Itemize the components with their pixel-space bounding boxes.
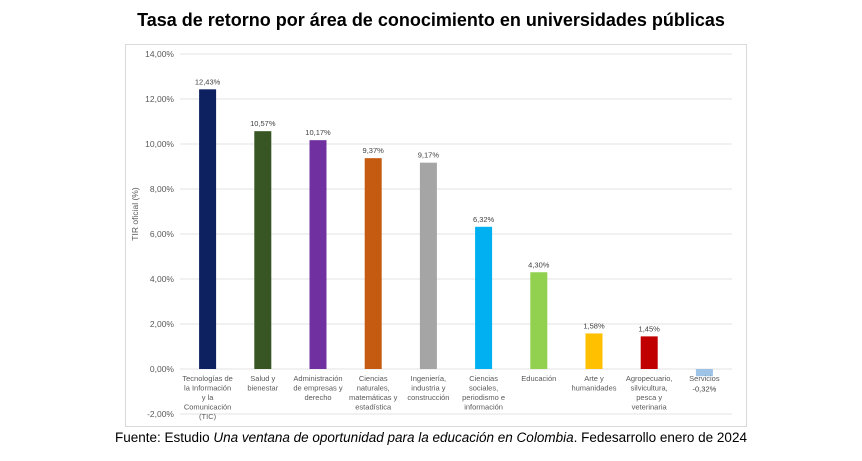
bar (530, 272, 548, 369)
data-label: 6,32% (473, 215, 495, 224)
data-label: 10,17% (305, 128, 331, 137)
source-note: Fuente: Estudio Una ventana de oportunid… (0, 430, 862, 445)
data-label: 9,37% (363, 146, 385, 155)
bar (254, 131, 272, 369)
bar (475, 226, 493, 369)
y-tick-label: 14,00% (145, 49, 174, 59)
y-tick-label: 0,00% (150, 364, 175, 374)
bar (419, 162, 437, 369)
x-tick-label: naturales, (357, 384, 390, 393)
source-suffix: . Fedesarrollo enero de 2024 (573, 430, 747, 445)
bar (695, 369, 713, 377)
x-tick-label: Arte y (584, 374, 604, 383)
y-tick-label: 12,00% (145, 94, 174, 104)
source-prefix: Fuente: Estudio (115, 430, 214, 445)
y-tick-label: -2,00% (147, 409, 174, 419)
y-tick-label: 10,00% (145, 139, 174, 149)
x-tick-label: derecho (304, 393, 331, 402)
x-tick-label: la Información (184, 384, 231, 393)
x-tick-label: Educación (521, 374, 556, 383)
x-tick-label: veterinaria (632, 403, 668, 412)
y-tick-label: 2,00% (150, 319, 175, 329)
source-title: Una ventana de oportunidad para la educa… (213, 430, 574, 445)
x-tick-label: sociales, (469, 384, 498, 393)
x-tick-label: humanidades (571, 384, 616, 393)
x-tick-label: estadística (355, 403, 392, 412)
bar (309, 140, 327, 369)
x-tick-label: Servicios (689, 374, 720, 383)
x-tick-label: y la (202, 393, 215, 402)
data-label: 9,17% (418, 151, 440, 160)
x-tick-label: Salud y (250, 374, 275, 383)
x-tick-label: silvicultura, (631, 384, 668, 393)
y-axis-label: TIR oficial (%) (130, 187, 140, 241)
y-tick-label: 4,00% (150, 274, 175, 284)
x-tick-label: matemáticas y (349, 393, 398, 402)
y-tick-label: 6,00% (150, 229, 175, 239)
bar (199, 89, 217, 369)
bar (364, 158, 382, 369)
x-tick-label: Administración (293, 374, 342, 383)
x-tick-label: Ciencias (469, 374, 498, 383)
x-tick-label: de empresas y (293, 384, 342, 393)
x-tick-label: Ingeniería, (411, 374, 446, 383)
x-tick-label: información (464, 403, 503, 412)
y-tick-label: 8,00% (150, 184, 175, 194)
x-tick-label: industria y (411, 384, 445, 393)
data-label: -0,32% (693, 385, 717, 394)
data-label: 12,43% (195, 77, 221, 86)
x-tick-label: periodismo e (462, 393, 505, 402)
x-tick-label: pesca y (636, 393, 662, 402)
data-label: 4,30% (528, 260, 550, 269)
bar (585, 333, 603, 369)
x-tick-label: bienestar (247, 384, 278, 393)
data-label: 1,58% (583, 321, 605, 330)
data-label: 1,45% (639, 324, 661, 333)
x-tick-label: (TIC) (199, 412, 217, 421)
x-tick-label: Agropecuario, (626, 374, 673, 383)
chart-title: Tasa de retorno por área de conocimiento… (137, 10, 725, 30)
bar (640, 336, 658, 369)
x-tick-label: Ciencias (359, 374, 388, 383)
x-tick-label: Comunicación (184, 403, 232, 412)
x-tick-label: construcción (407, 393, 449, 402)
data-label: 10,57% (250, 119, 276, 128)
x-tick-label: Tecnologías de (182, 374, 232, 383)
chart-area (125, 44, 747, 427)
